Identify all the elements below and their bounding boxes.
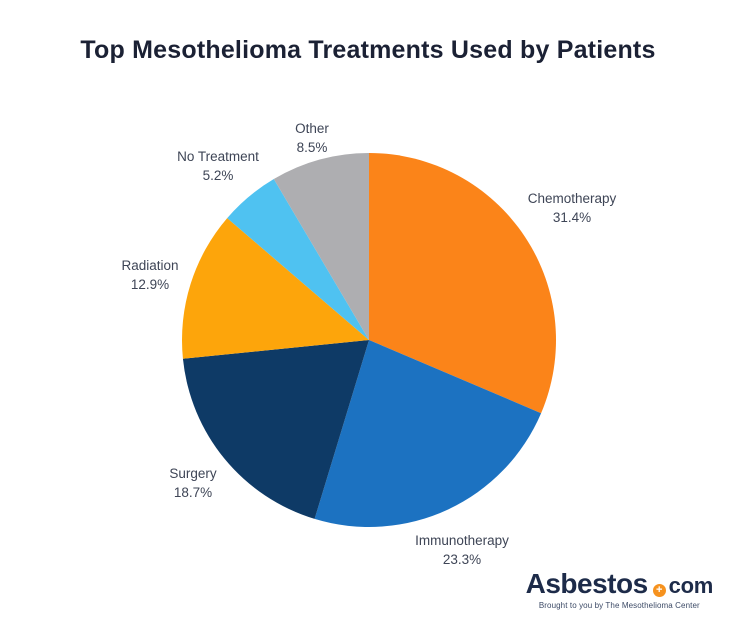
slice-label-name: Immunotherapy xyxy=(415,533,509,548)
slice-label-pct: 12.9% xyxy=(130,277,170,292)
slice-label-pct: 8.5% xyxy=(296,140,328,155)
logo-brand-text: Asbestos xyxy=(525,568,649,599)
slice-label-surgery: Surgery 18.7% xyxy=(169,464,216,502)
slice-label-pct: 31.4% xyxy=(552,210,592,225)
logo-wordmark: Asbestos + com xyxy=(525,568,714,599)
slice-label-name: Chemotherapy xyxy=(527,191,617,206)
slice-label-pct: 23.3% xyxy=(442,552,482,567)
pie-slice-chemotherapy xyxy=(369,153,556,414)
slice-label-pct: 18.7% xyxy=(173,485,213,500)
slice-label-name: No Treatment xyxy=(177,149,259,164)
pie-slice-radiation xyxy=(181,218,369,359)
pie-slice-surgery xyxy=(182,340,369,519)
pie-slice-no-treatment xyxy=(227,179,369,340)
slice-label-radiation: Radiation 12.9% xyxy=(121,256,178,294)
pie-slice-immunotherapy xyxy=(314,340,542,528)
slice-label-no-treatment: No Treatment 5.2% xyxy=(177,147,259,185)
slice-label-immunotherapy: Immunotherapy 23.3% xyxy=(415,531,509,569)
slice-label-chemotherapy: Chemotherapy 31.4% xyxy=(528,189,617,227)
logo-tagline: Brought to you by The Mesothelioma Cente… xyxy=(538,601,700,610)
pie-chart xyxy=(179,150,559,530)
slice-label-other: Other 8.5% xyxy=(295,119,329,157)
slice-label-pct: 5.2% xyxy=(202,168,234,183)
pie-slice-other xyxy=(273,153,369,340)
logo-plus-dot-icon: + xyxy=(652,584,666,597)
slice-label-name: Other xyxy=(295,121,329,136)
logo-suffix-text: com xyxy=(668,573,714,598)
pie-svg xyxy=(181,153,556,528)
page-title: Top Mesothelioma Treatments Used by Pati… xyxy=(80,36,656,64)
slice-label-name: Surgery xyxy=(169,466,217,481)
asbestos-logo: Asbestos + com Brought to you by The Mes… xyxy=(525,568,714,611)
slice-label-name: Radiation xyxy=(121,258,179,273)
